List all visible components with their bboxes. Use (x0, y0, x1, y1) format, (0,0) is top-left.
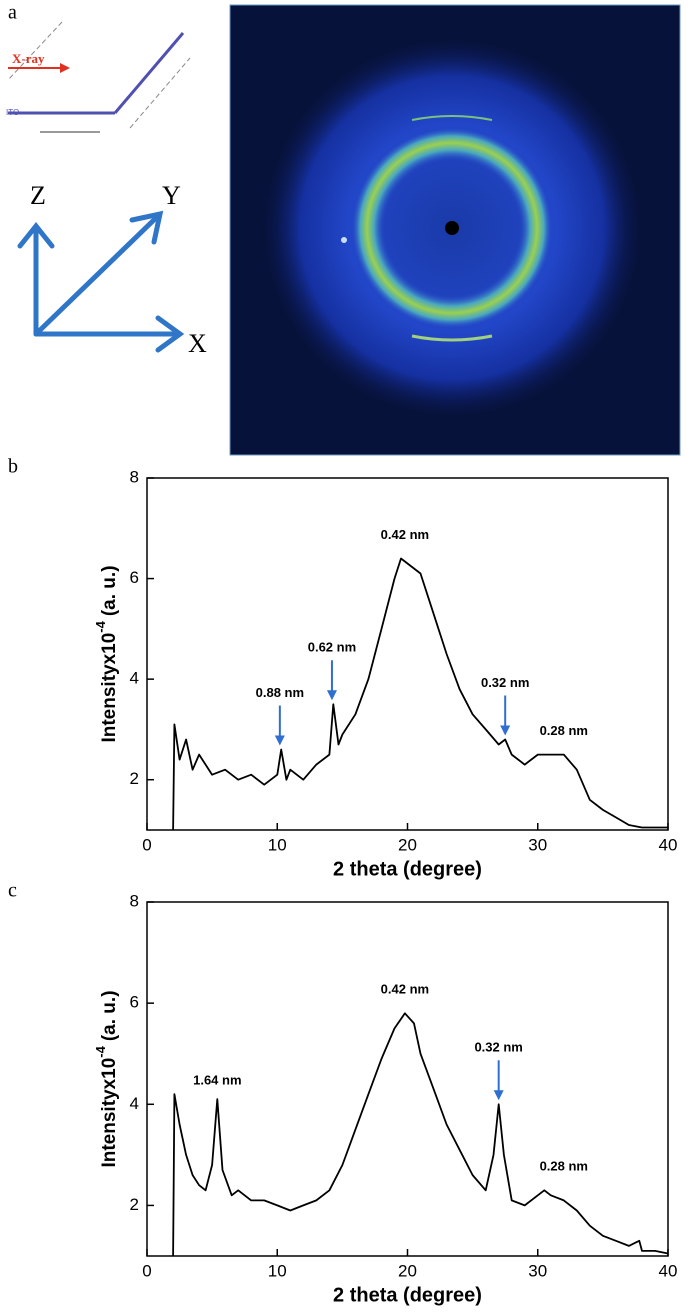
annotation: 0.28 nm (540, 723, 588, 738)
x-axis-label: 2 theta (degree) (333, 858, 482, 880)
axis-name: X (188, 329, 207, 358)
x-tick-label: 0 (142, 835, 151, 854)
x-tick-label: 20 (398, 835, 417, 854)
data-line (172, 1012, 669, 1257)
y-tick-label: 2 (130, 769, 139, 788)
x-tick-label: 0 (142, 1261, 151, 1280)
x-tick-label: 30 (528, 1261, 547, 1280)
y-label-unit: (a. u.) (99, 565, 120, 616)
ito-schematic: X-ray ITO (6, 21, 191, 133)
annotation: 0.62 nm (308, 640, 356, 655)
panel-label: c (8, 880, 17, 902)
x-tick-label: 10 (268, 835, 287, 854)
y-tick-label: 8 (130, 467, 139, 486)
annotation-arrowhead (500, 725, 511, 736)
data-line (172, 557, 668, 831)
y-tick-label: 2 (130, 1195, 139, 1214)
y-label-unit: (a. u.) (99, 990, 120, 1041)
axes-icon (17, 210, 185, 353)
y-tick-label: 6 (130, 568, 139, 587)
y-tick-label: 4 (130, 1094, 139, 1113)
y-label-exponent: -4 (93, 1045, 108, 1057)
y-label-exponent: -4 (93, 620, 108, 632)
y-label-text: Intensityx10 (99, 633, 120, 743)
y-tick-label: 4 (130, 669, 139, 688)
annotation: 0.28 nm (540, 1159, 588, 1174)
substrate-label: ITO (6, 108, 19, 117)
annotation-arrowhead (493, 1090, 504, 1101)
y-tick-label: 8 (130, 891, 139, 910)
x-tick-label: 20 (398, 1261, 417, 1280)
annotation-arrowhead (326, 690, 337, 701)
y-axis-label: Intensityx10-4 (a. u.) (93, 990, 120, 1167)
panel-label: b (8, 456, 18, 478)
panel-label: a (8, 2, 17, 24)
y-axis-label: Intensityx10-4 (a. u.) (93, 565, 120, 742)
diffraction-image (229, 4, 681, 456)
beam-label: X-ray (12, 51, 45, 66)
annotation: 0.32 nm (481, 675, 529, 690)
annotation: 0.88 nm (256, 685, 304, 700)
axis-name: Y (162, 181, 181, 210)
x-tick-label: 30 (528, 835, 547, 854)
annotation: 1.64 nm (193, 1073, 241, 1088)
x-tick-label: 40 (659, 835, 678, 854)
annotation: 0.32 nm (474, 1040, 522, 1055)
x-axis-label: 2 theta (degree) (333, 1284, 482, 1306)
x-tick-label: 10 (268, 1261, 287, 1280)
axis-name: Z (30, 181, 46, 210)
y-tick-label: 6 (130, 993, 139, 1012)
x-tick-label: 40 (659, 1261, 678, 1280)
annotation: 0.42 nm (381, 527, 429, 542)
y-label-text: Intensityx10 (99, 1058, 120, 1168)
annotation: 0.42 nm (381, 982, 429, 997)
annotation-arrowhead (274, 735, 285, 746)
